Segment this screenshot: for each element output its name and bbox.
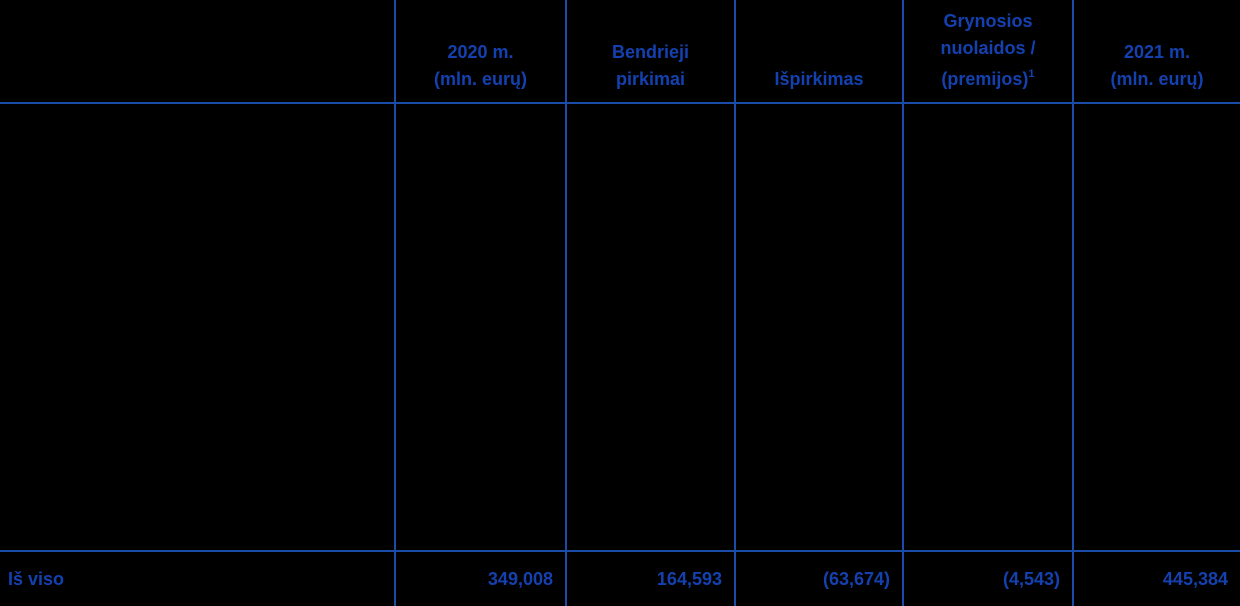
header-line: nuolaidos / xyxy=(940,38,1036,58)
header-line: Grynosios xyxy=(943,11,1033,31)
total-row-label-cell: Iš viso xyxy=(0,550,394,606)
header-cell-grynosios-nuolaidos: Grynosios nuolaidos / (premijos)1 xyxy=(902,0,1072,104)
header-line: 2020 m. xyxy=(447,42,514,62)
header-cell-ispirkimas: Išpirkimas xyxy=(734,0,902,104)
header-line: pirkimai xyxy=(615,69,686,89)
header-cell-row-label xyxy=(0,0,394,104)
header-line: 2021 m. xyxy=(1123,42,1191,62)
total-value: 349,008 xyxy=(487,568,553,589)
body-cell-row-label xyxy=(0,104,394,550)
body-cell-grynosios-nuolaidos xyxy=(902,104,1072,550)
header-cell-2021: 2021 m. (mln. eurų) xyxy=(1072,0,1240,104)
total-value: 164,593 xyxy=(656,568,722,589)
total-value: 445,384 xyxy=(1162,568,1228,589)
total-value-2021: 445,384 xyxy=(1072,550,1240,606)
header-line: Bendrieji xyxy=(611,42,690,62)
total-row-label: Iš viso xyxy=(8,568,65,589)
body-cell-bendrieji-pirkimai xyxy=(565,104,734,550)
header-line: (premijos)1 xyxy=(941,62,1034,93)
header-line: (mln. eurų) xyxy=(434,69,527,89)
header-cell-bendrieji-pirkimai: Bendrieji pirkimai xyxy=(565,0,734,104)
body-cell-2020 xyxy=(394,104,565,550)
body-cell-ispirkimas xyxy=(734,104,902,550)
total-value: (4,543) xyxy=(1002,568,1060,589)
header-line-text: (premijos) xyxy=(941,69,1029,89)
total-value: (63,674) xyxy=(822,568,890,589)
total-value-2020: 349,008 xyxy=(394,550,565,606)
header-line: Išpirkimas xyxy=(774,69,864,89)
total-value-ispirkimas: (63,674) xyxy=(734,550,902,606)
header-line: (mln. eurų) xyxy=(1110,69,1204,89)
total-value-bendrieji-pirkimai: 164,593 xyxy=(565,550,734,606)
footnote-marker: 1 xyxy=(1028,68,1035,80)
header-cell-2020: 2020 m. (mln. eurų) xyxy=(394,0,565,104)
body-cell-2021 xyxy=(1072,104,1240,550)
total-value-grynosios-nuolaidos: (4,543) xyxy=(902,550,1072,606)
